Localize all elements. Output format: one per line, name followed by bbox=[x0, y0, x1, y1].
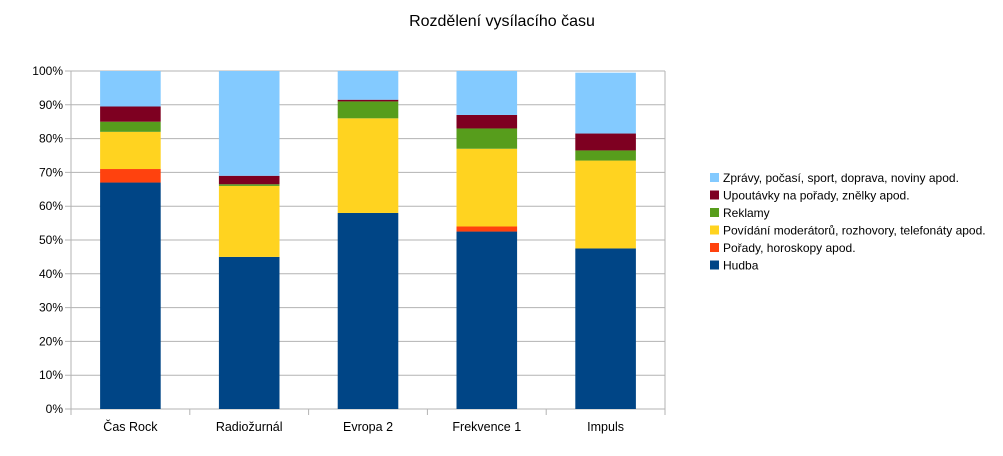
y-tick-label: 10% bbox=[39, 368, 63, 382]
x-tick-label: Frekvence 1 bbox=[452, 420, 521, 434]
bar-segment bbox=[100, 71, 161, 107]
bar-segment bbox=[100, 106, 161, 122]
legend-swatch bbox=[710, 173, 719, 182]
bar-segment bbox=[575, 72, 636, 134]
y-tick-label: 80% bbox=[39, 132, 63, 146]
bar-segment bbox=[218, 175, 280, 185]
bar-segment bbox=[218, 71, 280, 176]
bar-segment bbox=[575, 150, 636, 161]
bar-segment bbox=[100, 121, 161, 132]
bar-segment bbox=[337, 99, 399, 102]
bar-segment bbox=[456, 226, 518, 232]
y-tick-label: 70% bbox=[39, 165, 63, 179]
legend-label: Upoutávky na pořady, znělky apod. bbox=[723, 189, 910, 203]
axes bbox=[70, 71, 666, 415]
x-tick-label: Impuls bbox=[587, 420, 624, 434]
bar-segment bbox=[337, 101, 399, 119]
bar-segment bbox=[218, 256, 280, 409]
bar-segment bbox=[337, 212, 399, 409]
x-tick-label: Evropa 2 bbox=[343, 420, 393, 434]
legend-swatch bbox=[710, 243, 719, 252]
bar-segment bbox=[337, 118, 399, 213]
chart-title: Rozdělení vysílacího času bbox=[409, 13, 595, 30]
y-tick-label: 0% bbox=[46, 402, 64, 416]
bar-segment bbox=[456, 71, 518, 115]
x-tick-label: Radiožurnál bbox=[216, 420, 283, 434]
legend-swatch bbox=[710, 260, 719, 270]
bar-segment bbox=[575, 160, 636, 249]
x-tick-labels: Čas Rock Radiožurnál Evropa 2 Frekvence 1 Im… bbox=[103, 419, 624, 434]
legend-label: Povídání moderátorů, rozhovory, telefoná… bbox=[723, 224, 986, 238]
legend-swatch bbox=[710, 190, 719, 200]
bar-segment bbox=[100, 182, 161, 409]
y-tick-label: 50% bbox=[39, 233, 63, 247]
y-tick-label: 100% bbox=[32, 64, 63, 78]
y-tick-labels: 0% 10% 20% 30% 40% 50% 60% 70% 80% 90% 100% bbox=[32, 64, 63, 416]
bar-segment bbox=[218, 185, 280, 257]
bar-segment bbox=[456, 148, 518, 227]
bar-segment bbox=[218, 184, 280, 186]
bar-segment bbox=[456, 231, 518, 409]
y-tick-label: 30% bbox=[39, 301, 63, 315]
legend-label: Pořady, horoskopy apod. bbox=[723, 241, 856, 255]
legend-label: Zprávy, počasí, sport, doprava, noviny a… bbox=[723, 171, 959, 185]
bar-segment bbox=[456, 114, 518, 129]
bar-segment bbox=[337, 71, 399, 100]
legend-label: Reklamy bbox=[723, 206, 770, 220]
bar-segment bbox=[100, 169, 161, 183]
bar-segment bbox=[456, 128, 518, 149]
y-tick-label: 20% bbox=[39, 334, 63, 348]
bar-segment bbox=[100, 131, 161, 170]
y-tick-label: 40% bbox=[39, 267, 63, 281]
legend-swatch bbox=[710, 208, 719, 217]
x-tick-label: Čas Rock bbox=[103, 419, 158, 434]
y-tick-label: 60% bbox=[39, 199, 63, 213]
bar-segment bbox=[575, 248, 636, 409]
y-tick-label: 90% bbox=[39, 98, 63, 112]
legend-swatch bbox=[710, 225, 719, 235]
bar-segment bbox=[575, 133, 636, 151]
legend-label: Hudba bbox=[723, 259, 759, 273]
legend: Zprávy, počasí, sport, doprava, noviny a… bbox=[710, 171, 986, 273]
bars bbox=[100, 71, 636, 409]
